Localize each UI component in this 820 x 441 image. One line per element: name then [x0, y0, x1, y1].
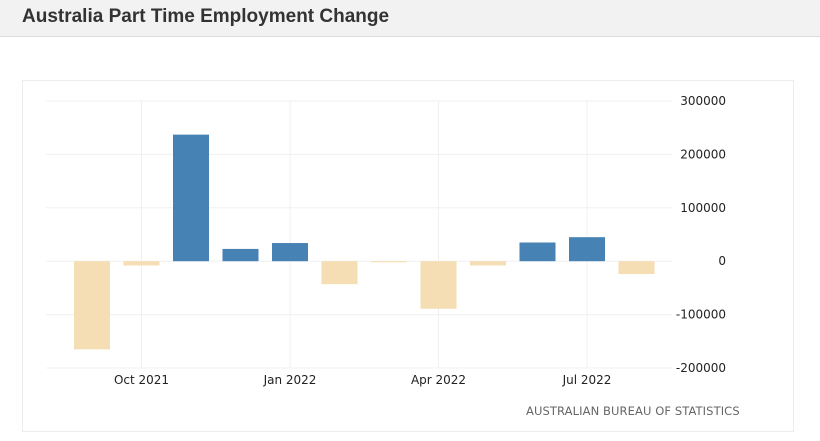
- bar-nov-2021[interactable]: [173, 134, 209, 262]
- chart-panel: [22, 80, 794, 432]
- y-tick-label: 200000: [680, 147, 726, 161]
- bar-jul-2022[interactable]: [569, 237, 605, 262]
- header-bar: Australia Part Time Employment Change: [0, 0, 820, 37]
- bar-oct-2021[interactable]: [123, 261, 160, 266]
- y-tick-label: -100000: [676, 308, 726, 322]
- bar-aug-2022[interactable]: [618, 261, 655, 275]
- x-tick-label: Jan 2022: [263, 373, 317, 387]
- bar-sep-2021[interactable]: [74, 261, 110, 350]
- x-tick-label: Apr 2022: [411, 373, 466, 387]
- bar-may-2022[interactable]: [470, 261, 506, 266]
- page-title: Australia Part Time Employment Change: [22, 6, 390, 27]
- bar-jan-2022[interactable]: [272, 243, 308, 262]
- bar-dec-2021[interactable]: [222, 248, 259, 262]
- x-tick-label: Oct 2021: [114, 373, 169, 387]
- source-label: AUSTRALIAN BUREAU OF STATISTICS: [526, 404, 740, 418]
- bar-jun-2022[interactable]: [519, 242, 556, 262]
- bar-apr-2022[interactable]: [420, 261, 457, 309]
- y-tick-label: 0: [718, 254, 726, 268]
- bar-mar-2022[interactable]: [371, 261, 407, 263]
- y-tick-label: 300000: [680, 94, 726, 108]
- bar-feb-2022[interactable]: [321, 261, 358, 285]
- x-tick-label: Jul 2022: [562, 373, 612, 387]
- y-tick-label: 100000: [680, 201, 726, 215]
- y-tick-label: -200000: [676, 361, 726, 375]
